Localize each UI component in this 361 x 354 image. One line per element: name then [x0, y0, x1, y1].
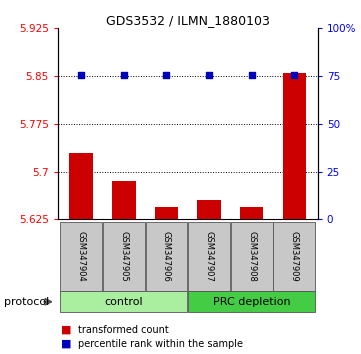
- FancyBboxPatch shape: [231, 222, 273, 291]
- Point: [249, 72, 255, 78]
- Bar: [112, 181, 135, 219]
- Text: PRC depletion: PRC depletion: [213, 297, 291, 307]
- Bar: [69, 153, 93, 219]
- FancyBboxPatch shape: [103, 222, 145, 291]
- Point: [291, 72, 297, 78]
- Text: control: control: [104, 297, 143, 307]
- Title: GDS3532 / ILMN_1880103: GDS3532 / ILMN_1880103: [106, 14, 270, 27]
- FancyBboxPatch shape: [188, 222, 230, 291]
- Text: GSM347904: GSM347904: [77, 231, 86, 282]
- Text: GSM347907: GSM347907: [205, 231, 213, 282]
- Text: GSM347905: GSM347905: [119, 231, 128, 282]
- Text: ■: ■: [61, 325, 72, 335]
- Text: ■: ■: [61, 339, 72, 349]
- Bar: [155, 207, 178, 219]
- Point: [164, 72, 169, 78]
- Text: protocol: protocol: [4, 297, 49, 307]
- Point: [121, 72, 127, 78]
- Bar: [283, 73, 306, 219]
- Bar: [197, 200, 221, 219]
- Text: GSM347908: GSM347908: [247, 231, 256, 282]
- FancyBboxPatch shape: [60, 222, 102, 291]
- FancyBboxPatch shape: [188, 291, 315, 312]
- FancyBboxPatch shape: [145, 222, 187, 291]
- Point: [78, 72, 84, 78]
- Text: transformed count: transformed count: [78, 325, 168, 335]
- FancyBboxPatch shape: [273, 222, 315, 291]
- Text: GSM347906: GSM347906: [162, 231, 171, 282]
- Point: [206, 72, 212, 78]
- FancyBboxPatch shape: [60, 291, 187, 312]
- Text: GSM347909: GSM347909: [290, 231, 299, 282]
- Text: percentile rank within the sample: percentile rank within the sample: [78, 339, 243, 349]
- Bar: [240, 207, 264, 219]
